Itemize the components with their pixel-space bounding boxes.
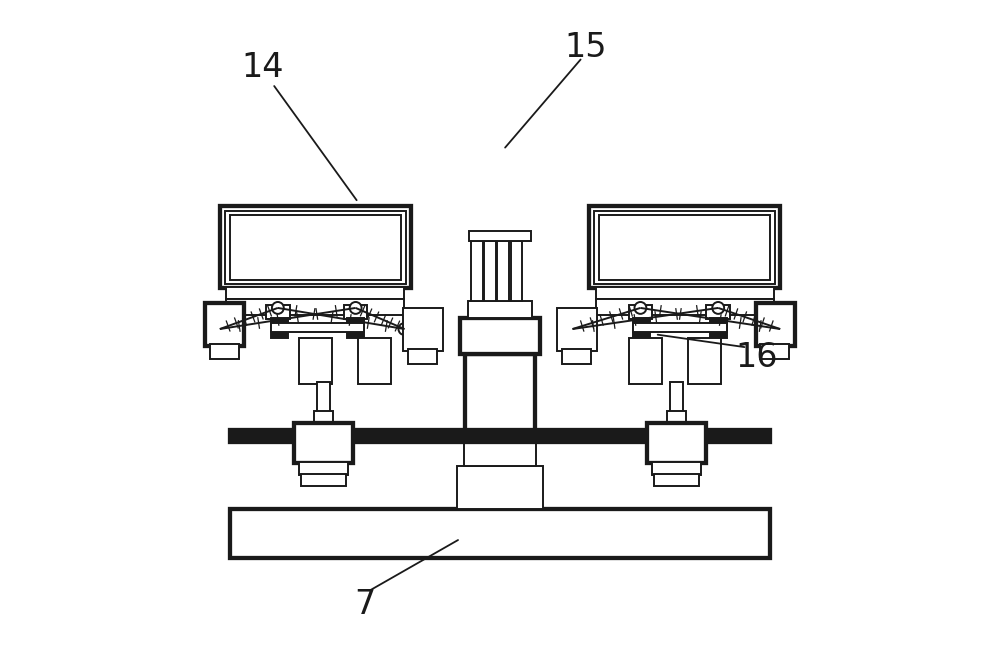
Bar	[457, 466, 543, 509]
Bar	[710, 318, 727, 338]
Bar	[468, 301, 532, 318]
Bar	[629, 305, 652, 319]
Bar	[294, 423, 353, 463]
Bar	[629, 338, 662, 384]
Text: 7: 7	[354, 588, 375, 621]
Circle shape	[214, 323, 226, 335]
Bar	[358, 338, 391, 384]
Bar	[599, 215, 770, 279]
Bar	[226, 299, 404, 314]
Bar	[205, 303, 244, 346]
Bar	[633, 318, 650, 338]
Bar	[299, 338, 332, 384]
Circle shape	[398, 323, 410, 335]
Bar	[469, 232, 531, 241]
Circle shape	[774, 323, 786, 335]
Bar	[299, 461, 348, 475]
Bar	[230, 215, 401, 279]
Bar	[652, 461, 701, 475]
Bar	[314, 411, 333, 423]
Text: 14: 14	[241, 51, 284, 84]
Text: 16: 16	[736, 341, 778, 374]
Bar	[220, 206, 411, 288]
Bar	[344, 305, 367, 319]
Circle shape	[634, 302, 646, 314]
Bar	[464, 436, 536, 466]
Bar	[596, 287, 774, 299]
Bar	[760, 344, 789, 359]
Bar	[667, 411, 686, 423]
Bar	[408, 350, 437, 364]
Bar	[654, 474, 699, 486]
Bar	[317, 382, 330, 413]
Bar	[562, 350, 591, 364]
Bar	[706, 305, 730, 319]
Circle shape	[712, 302, 724, 314]
Bar	[271, 318, 288, 338]
Bar	[633, 323, 727, 332]
Bar	[210, 344, 239, 359]
Bar	[647, 423, 706, 463]
Bar	[484, 241, 496, 301]
Bar	[471, 241, 483, 301]
Bar	[497, 241, 509, 301]
Bar	[226, 287, 404, 299]
Bar	[403, 308, 443, 351]
Bar	[465, 354, 535, 430]
Bar	[347, 318, 364, 338]
Bar	[230, 509, 770, 559]
Bar	[271, 323, 364, 332]
Circle shape	[567, 323, 578, 335]
Bar	[688, 338, 721, 384]
Bar	[596, 299, 774, 314]
Bar	[225, 211, 406, 283]
Bar	[511, 241, 522, 301]
Bar	[230, 430, 770, 442]
Bar	[266, 305, 290, 319]
Bar	[301, 474, 346, 486]
Bar	[756, 303, 795, 346]
Bar	[460, 318, 540, 354]
Text: 15: 15	[564, 31, 607, 64]
Circle shape	[272, 302, 284, 314]
Bar	[557, 308, 597, 351]
Bar	[594, 211, 775, 283]
Bar	[670, 382, 683, 413]
Circle shape	[350, 302, 362, 314]
Bar	[589, 206, 780, 288]
